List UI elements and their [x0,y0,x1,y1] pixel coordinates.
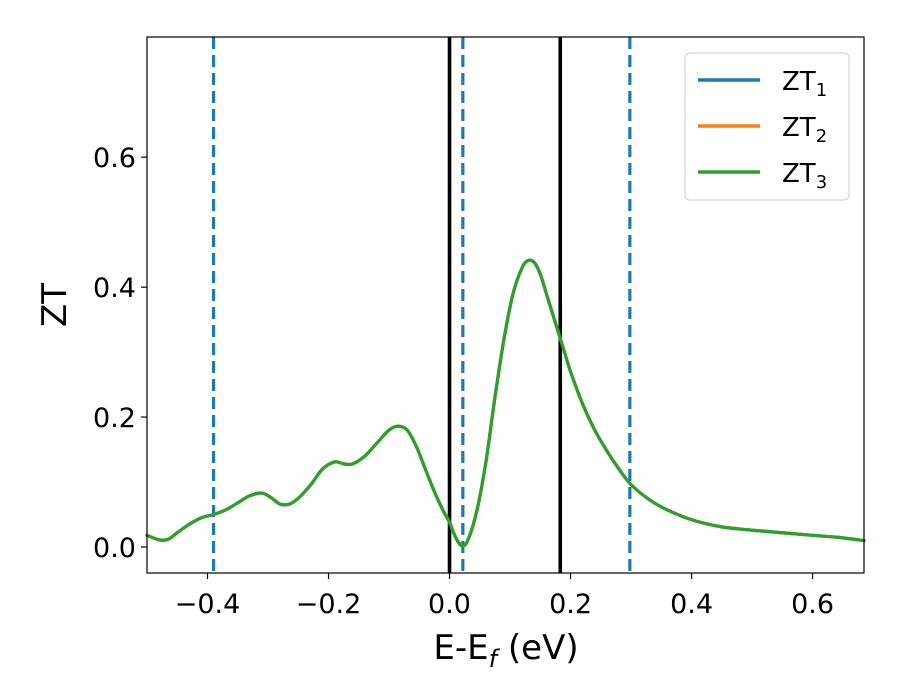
y-tick-label: 0.4 [93,273,136,304]
series-line-zt3 [145,258,866,548]
plot-frame [146,36,865,574]
series-line-zt1 [145,258,866,548]
x-tick-label: −0.4 [175,589,241,620]
y-tick-label: 0.0 [93,533,136,564]
x-tick-label: 0.4 [670,589,713,620]
series-lines [145,258,866,548]
y-axis-ticks: 0.0 0.2 0.4 0.6 [93,143,147,564]
legend-label-zt1: ZT1 [782,67,827,101]
x-tick-label: −0.2 [296,589,362,620]
x-axis-title: E-Ef (eV) [433,628,578,673]
y-tick-label: 0.2 [93,403,136,434]
legend: ZT1 ZT2 ZT3 [684,52,850,201]
x-tick-label: 0.0 [428,589,471,620]
legend-label-zt3: ZT3 [782,159,827,193]
series-line-zt2 [145,258,866,548]
legend-label-zt2: ZT2 [782,113,827,147]
y-tick-label: 0.6 [93,143,136,174]
x-axis-ticks: −0.4 −0.2 0.0 0.2 0.4 0.6 [175,573,834,620]
x-tick-label: 0.6 [791,589,834,620]
y-axis-title: ZT [35,283,75,327]
x-tick-label: 0.2 [549,589,592,620]
vertical-lines [211,37,632,573]
legend-box [684,52,850,201]
